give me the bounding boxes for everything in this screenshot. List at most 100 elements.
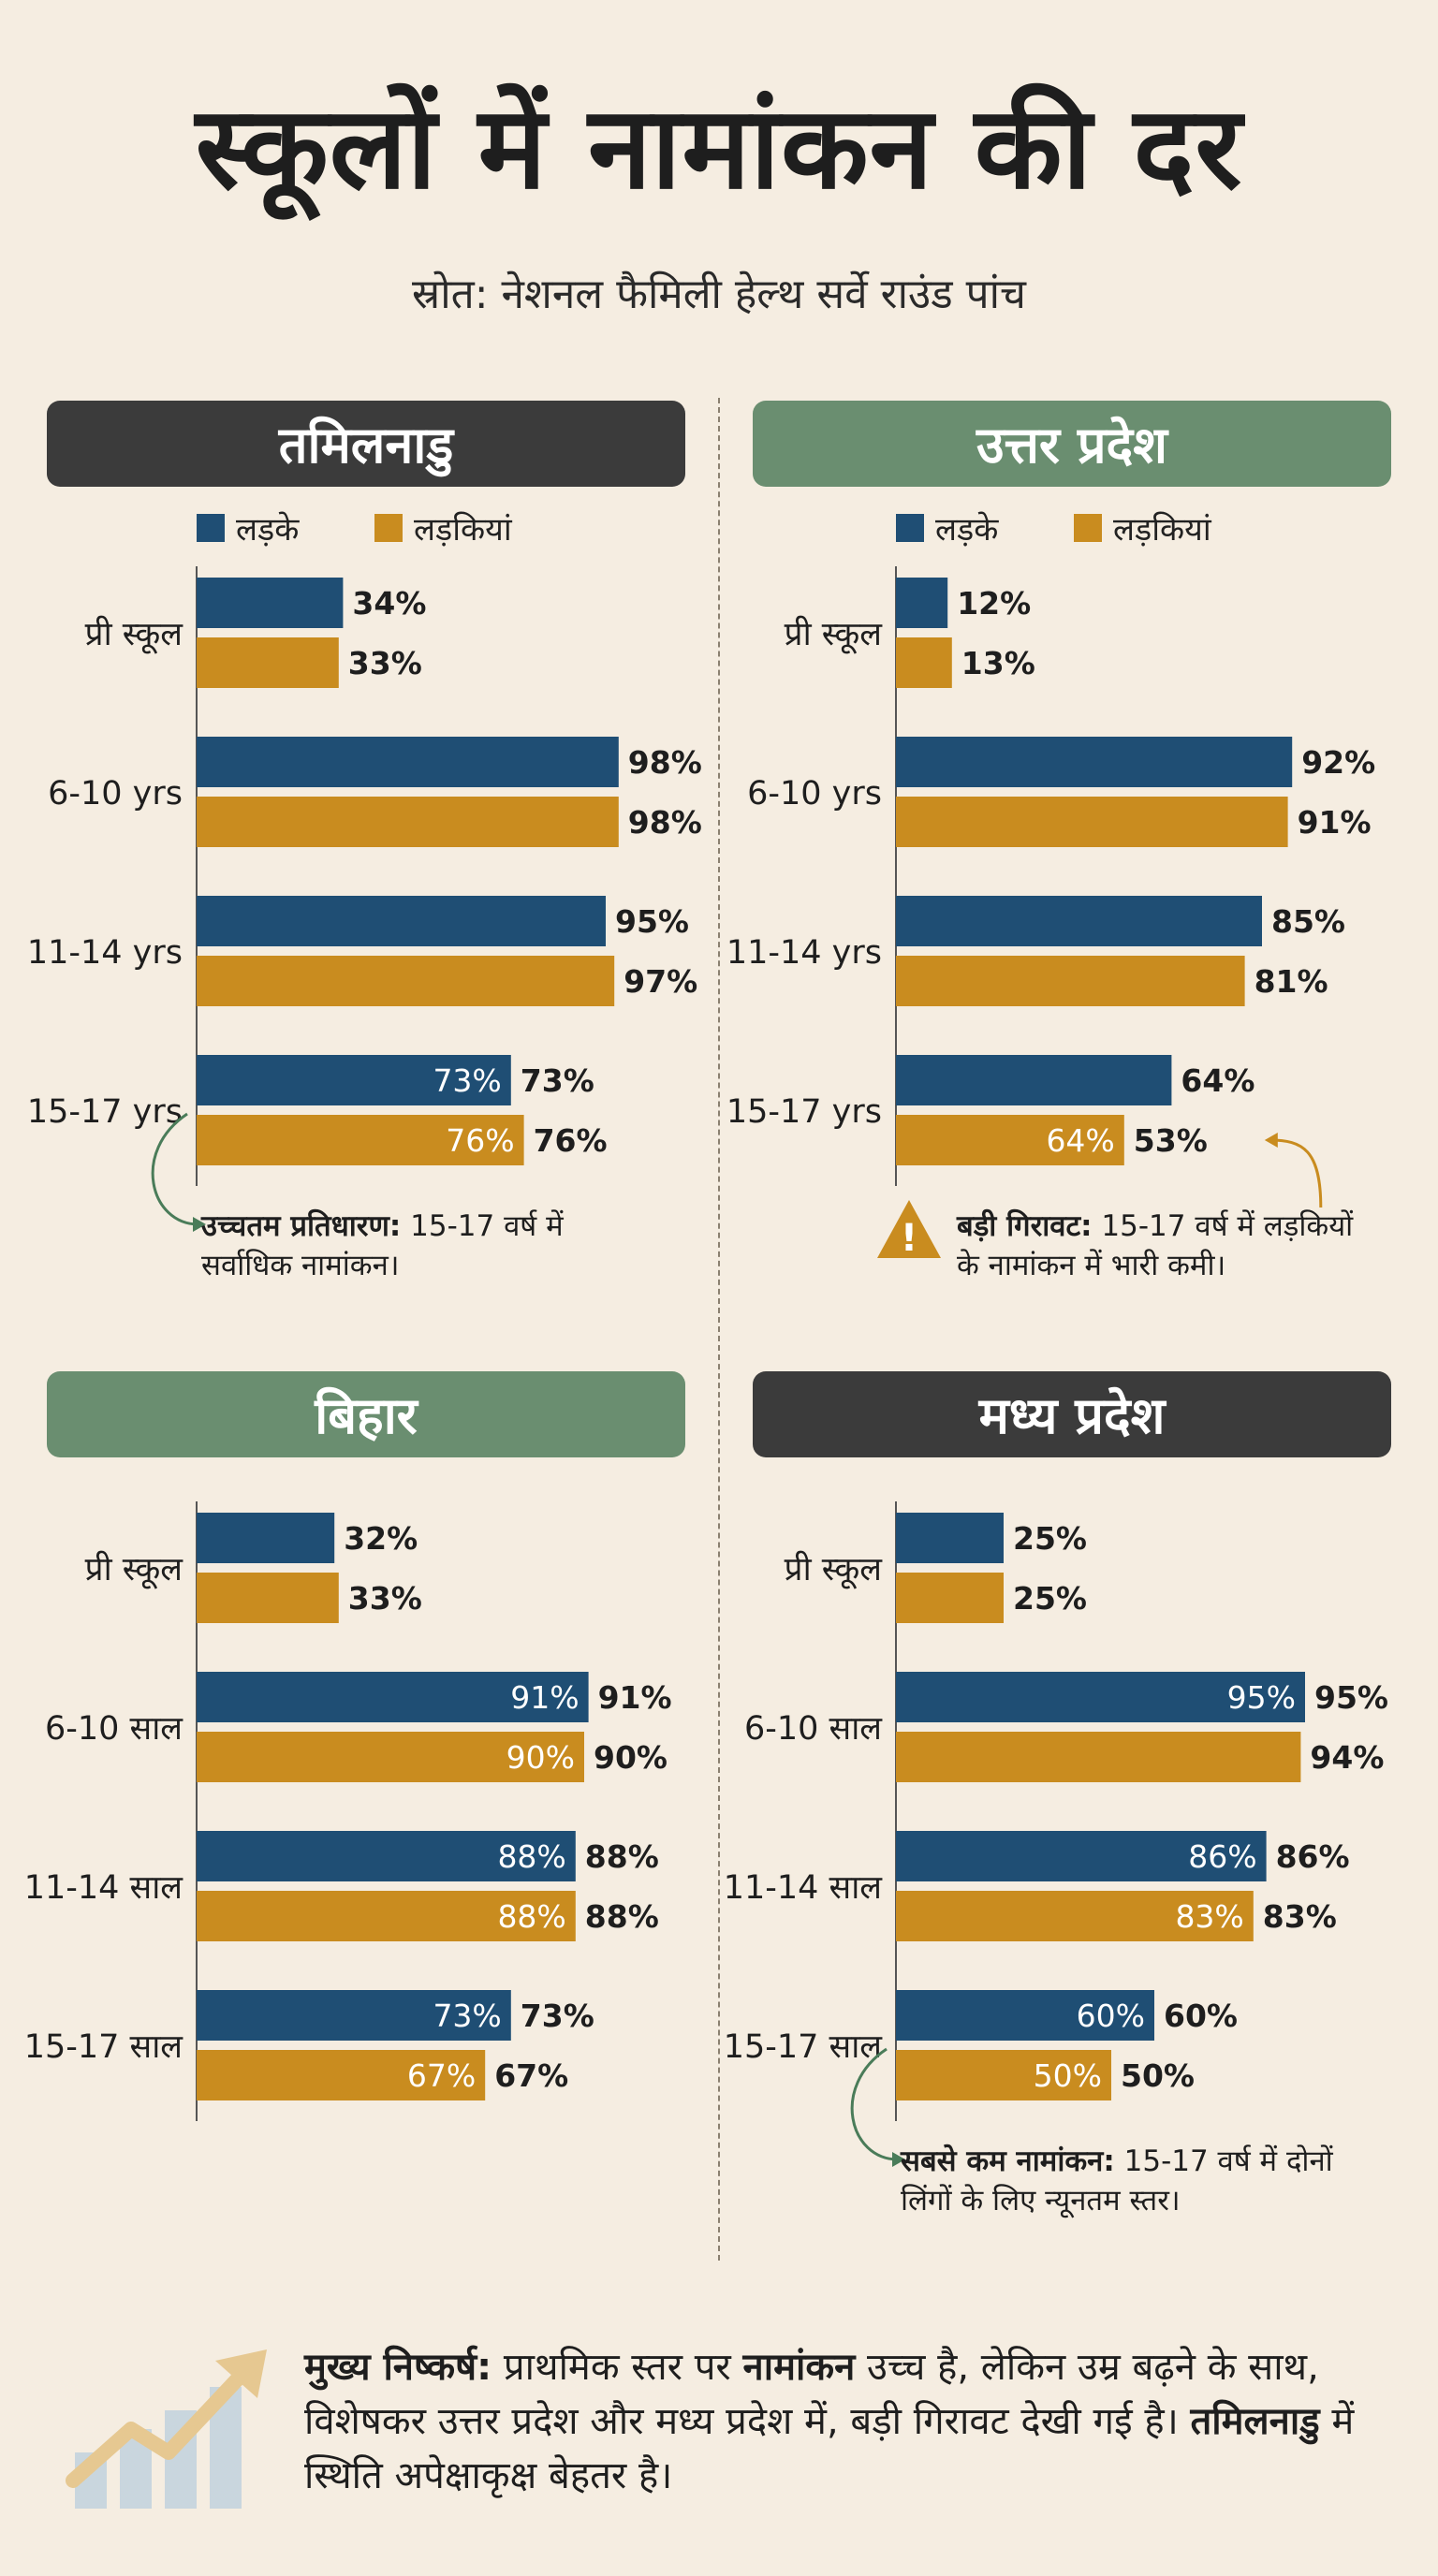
annotation-line1-0: उच्चतम प्रतिधारण: 15-17 वर्ष में [200,1208,564,1243]
bar-value-label-1-2-1: 81% [1255,963,1328,1000]
bar-inner-label-2-2-1: 88% [497,1898,565,1935]
bar-boys-3-1 [896,1672,1305,1722]
bar-boys-2-0 [197,1513,335,1563]
annotation-bold-1: बड़ी गिरावट: [956,1208,1093,1243]
annotation-rest-1: 15-17 वर्ष में लड़कियों [1093,1209,1355,1243]
annotation-arrow-3 [850,2047,899,2161]
category-label-3-2: 11-14 साल [724,1869,884,1907]
bar-value-label-0-0-1: 33% [348,645,422,681]
category-label-0-3: 15-17 yrs [27,1093,183,1131]
annotation-line1-1: बड़ी गिरावट: 15-17 वर्ष में लड़कियों [956,1208,1354,1243]
bar-value-label-2-3-1: 67% [494,2057,568,2094]
bar-value-label-0-3-1: 76% [534,1122,608,1159]
bar-boys-1-1 [896,737,1293,787]
annotation-bold-3: सबसे कम नामांकन: [900,2144,1115,2178]
category-label-3-1: 6-10 साल [744,1710,883,1748]
bar-value-label-2-2-0: 88% [585,1838,659,1875]
category-label-2-3: 15-17 साल [24,2028,184,2066]
bar-inner-label-3-1-0: 95% [1227,1679,1296,1716]
bar-value-label-3-1-1: 94% [1310,1739,1384,1776]
bar-value-label-3-0-0: 25% [1013,1520,1087,1557]
bar-boys-2-1 [197,1672,589,1722]
bar-value-label-2-1-1: 90% [594,1739,668,1776]
annotation-line2-0: सर्वाधिक नामांकन। [201,1249,400,1282]
bar-value-label-0-0-0: 34% [352,585,426,622]
category-label-1-3: 15-17 yrs [726,1093,882,1131]
bar-girls-3-0 [896,1573,1004,1623]
annotation-rest-0: 15-17 वर्ष में [401,1209,564,1243]
category-label-2-1: 6-10 साल [45,1710,183,1748]
bar-boys-0-3 [197,1055,511,1105]
bar-value-label-2-0-1: 33% [348,1580,422,1617]
category-label-3-0: प्री स्कूल [785,1550,884,1589]
bar-boys-3-0 [896,1513,1004,1563]
bar-girls-1-0 [896,637,952,688]
bar-value-label-2-1-0: 91% [598,1679,672,1716]
bar-value-label-3-2-1: 83% [1263,1898,1337,1935]
bar-inner-label-2-1-1: 90% [506,1739,575,1776]
panel-header-2 [47,1371,685,1457]
bar-boys-3-2 [896,1831,1267,1881]
bar-value-label-1-1-0: 92% [1301,744,1375,781]
bar-value-label-2-2-1: 88% [585,1898,659,1935]
bar-girls-1-2 [896,956,1245,1006]
bar-inner-label-3-3-1: 50% [1034,2057,1102,2094]
bar-value-label-0-2-0: 95% [615,903,689,940]
key-finding: मुख्य निष्कर्ष: प्राथमिक स्तर पर नामांकन… [304,2340,1400,2503]
key-finding-label: मुख्य निष्कर्ष: [304,2346,492,2389]
bar-boys-1-0 [896,578,948,628]
annotation-arrow-1 [1269,1138,1323,1208]
bar-boys-0-0 [197,578,344,628]
key-finding-bold-2: तमिलनाडु [1190,2400,1320,2443]
bar-value-label-1-2-0: 85% [1271,903,1345,940]
bar-inner-label-2-3-1: 67% [407,2057,476,2094]
growth-chart-icon [66,2349,267,2509]
bar-value-label-1-3-0: 64% [1181,1062,1255,1099]
annotation-arrowhead-3 [892,2152,905,2167]
warning-icon-mark: ! [901,1217,917,1260]
bar-inner-label-0-3-1: 76% [446,1122,514,1159]
bar-boys-0-2 [197,896,606,946]
legend-swatch-boys-0 [197,514,225,542]
category-label-3-3: 15-17 साल [724,2028,884,2066]
legend-swatch-boys-1 [896,514,924,542]
annotation-rest-3: 15-17 वर्ष में दोनों [1115,2144,1334,2178]
category-label-0-2: 11-14 yrs [27,934,183,972]
bar-girls-2-0 [197,1573,339,1623]
bar-girls-3-1 [896,1732,1301,1782]
panel-divider [718,398,720,2261]
bar-girls-2-2 [197,1891,576,1941]
annotation-line1-3: सबसे कम नामांकन: 15-17 वर्ष में दोनों [900,2144,1334,2178]
annotation-line2-1: के नामांकन में भारी कमी। [957,1249,1225,1282]
legend-label-boys-1: लड़के [935,511,999,549]
legend-label-girls-1: लड़कियां [1113,511,1212,549]
panel-header-0 [47,401,685,487]
bar-value-label-3-3-0: 60% [1164,1998,1238,2034]
warning-icon [877,1200,941,1258]
bar-girls-3-3 [896,2050,1111,2100]
bar-boys-1-2 [896,896,1262,946]
bar-value-label-0-1-0: 98% [628,744,702,781]
bar-value-label-0-1-1: 98% [628,804,702,841]
category-label-1-2: 11-14 yrs [726,934,882,972]
icon-trend-line [66,2365,251,2488]
annotation-arrowhead-0 [193,1217,206,1232]
key-finding-bold-1: नामांकन [742,2346,856,2389]
annotation-bold-0: उच्चतम प्रतिधारण: [200,1208,401,1243]
category-label-2-0: प्री स्कूल [85,1550,184,1589]
bar-girls-0-1 [197,797,619,847]
bar-inner-label-2-3-0: 73% [433,1998,501,2034]
annotation-arrow-0 [151,1112,199,1226]
category-label-1-0: प्री स्कूल [785,615,884,654]
bar-inner-label-0-3-0: 73% [433,1062,501,1099]
panel-title-0: तमिलनाडु [278,416,456,477]
key-finding-text-3: में स्थिति अपेक्षाकृक्ष बेहतर है। [304,2400,1355,2497]
bar-inner-label-3-2-0: 86% [1188,1838,1256,1875]
bar-value-label-1-1-1: 91% [1298,804,1372,841]
bar-inner-label-3-2-1: 83% [1175,1898,1243,1935]
panel-header-3 [753,1371,1391,1457]
legend-label-boys-0: लड़के [236,511,300,549]
bar-value-label-3-1-0: 95% [1314,1679,1388,1716]
bar-value-label-2-0-0: 32% [344,1520,418,1557]
